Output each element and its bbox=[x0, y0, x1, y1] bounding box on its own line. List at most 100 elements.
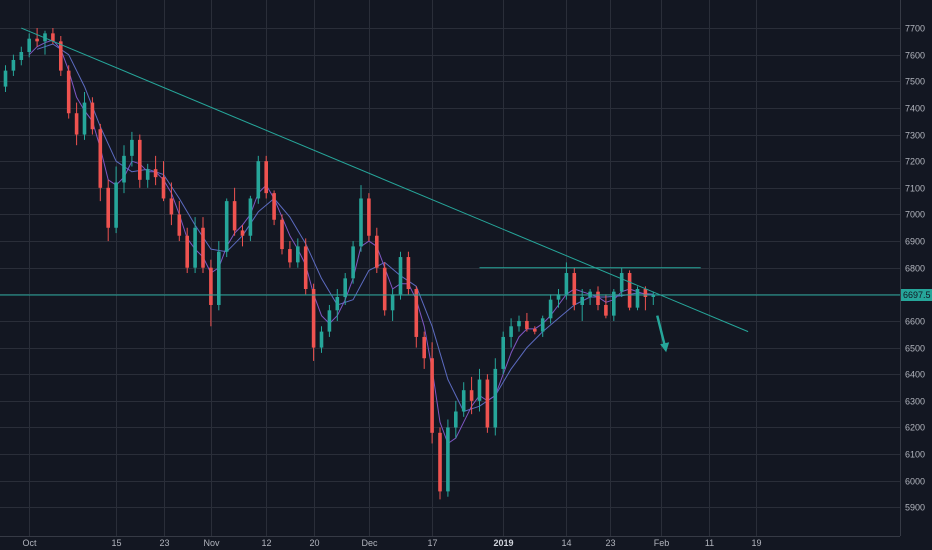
candle bbox=[11, 54, 16, 76]
candle-body bbox=[51, 33, 55, 42]
y-tick-label: 7300 bbox=[905, 131, 925, 141]
candle bbox=[114, 166, 118, 234]
candle-body bbox=[303, 246, 308, 290]
x-tick-label: Nov bbox=[203, 538, 220, 548]
candle-body bbox=[635, 289, 640, 308]
candle-body bbox=[3, 70, 8, 87]
candle bbox=[501, 331, 505, 375]
candle-body bbox=[161, 177, 166, 199]
last-price-tag-bg bbox=[901, 288, 932, 301]
candle-body bbox=[375, 235, 379, 268]
candle bbox=[351, 241, 355, 284]
candle-body bbox=[501, 336, 505, 369]
candle bbox=[612, 289, 616, 321]
candle-body bbox=[556, 294, 561, 300]
candle bbox=[525, 312, 529, 332]
candle-body bbox=[106, 187, 110, 228]
price-axis-background[interactable] bbox=[901, 0, 932, 536]
y-tick-label: 7400 bbox=[905, 104, 925, 114]
price-axis: 5900600061006200630064006500660067006800… bbox=[905, 24, 925, 513]
candle bbox=[193, 217, 197, 274]
y-tick-label: 7100 bbox=[905, 184, 925, 194]
candle-body bbox=[264, 161, 268, 194]
candle-body bbox=[477, 379, 482, 401]
candle-body bbox=[35, 38, 39, 42]
candle-body bbox=[446, 427, 450, 492]
y-tick-label: 7000 bbox=[905, 210, 925, 220]
candle-body bbox=[288, 249, 292, 263]
candle-body bbox=[256, 161, 261, 199]
candle bbox=[438, 427, 442, 500]
candle bbox=[106, 179, 110, 242]
candle bbox=[74, 102, 79, 146]
candle-body bbox=[548, 299, 553, 319]
candle-body bbox=[82, 102, 87, 135]
candle bbox=[327, 304, 332, 337]
candle-body bbox=[627, 273, 632, 308]
y-tick-label: 6800 bbox=[905, 264, 925, 274]
time-axis-background[interactable] bbox=[0, 536, 932, 550]
candle-body bbox=[588, 291, 592, 297]
candle-body bbox=[27, 38, 31, 52]
candle bbox=[454, 400, 458, 439]
down-arrow-shaft bbox=[656, 315, 667, 348]
candle bbox=[461, 382, 466, 417]
candle-body bbox=[509, 326, 513, 337]
candle bbox=[596, 286, 600, 311]
y-tick-label: 6900 bbox=[905, 237, 925, 247]
candle bbox=[35, 28, 39, 47]
candle-body bbox=[327, 310, 332, 332]
candle bbox=[311, 283, 316, 361]
candle bbox=[232, 187, 237, 236]
candle bbox=[169, 182, 174, 226]
candle-body bbox=[438, 432, 442, 492]
candle-body bbox=[390, 294, 395, 311]
candle bbox=[509, 318, 513, 348]
candle-body bbox=[240, 230, 245, 236]
candle-body bbox=[461, 390, 466, 412]
candle-body bbox=[185, 235, 189, 268]
candle-body bbox=[66, 70, 71, 114]
grid-lines bbox=[0, 0, 900, 536]
candle-body bbox=[193, 227, 197, 268]
candle bbox=[59, 36, 63, 76]
candle bbox=[122, 145, 126, 194]
candle bbox=[66, 65, 71, 119]
candle bbox=[651, 291, 656, 305]
candle-body bbox=[343, 278, 347, 297]
descending-trendline bbox=[21, 27, 749, 333]
y-tick-label: 6300 bbox=[905, 397, 925, 407]
x-tick-label: 20 bbox=[309, 538, 319, 548]
candle-body bbox=[177, 214, 182, 236]
candle-body bbox=[533, 328, 537, 332]
x-tick-label: 12 bbox=[261, 538, 271, 548]
x-tick-label: 23 bbox=[159, 538, 169, 548]
candle-body bbox=[525, 320, 529, 329]
candle-body bbox=[493, 368, 498, 428]
candle-body bbox=[367, 198, 371, 236]
candle-body bbox=[232, 201, 237, 231]
candle-body bbox=[138, 139, 142, 180]
x-tick-label: Oct bbox=[22, 538, 37, 548]
candle-body bbox=[153, 169, 158, 178]
candle-body bbox=[619, 273, 624, 292]
y-tick-label: 7500 bbox=[905, 77, 925, 87]
y-tick-label: 6100 bbox=[905, 450, 925, 460]
candle bbox=[446, 419, 450, 497]
candle-body bbox=[398, 257, 403, 295]
candle bbox=[414, 286, 419, 348]
candle bbox=[98, 123, 103, 202]
candle bbox=[485, 374, 490, 433]
candle-body bbox=[224, 201, 229, 252]
candle bbox=[217, 241, 221, 311]
candle bbox=[240, 225, 245, 247]
candle-body bbox=[98, 129, 103, 188]
candle bbox=[256, 155, 261, 204]
candle-body bbox=[145, 169, 150, 180]
candlestick-series bbox=[3, 28, 656, 500]
candle-body bbox=[11, 59, 16, 71]
x-tick-label: 17 bbox=[427, 538, 437, 548]
candle-body bbox=[296, 246, 300, 263]
